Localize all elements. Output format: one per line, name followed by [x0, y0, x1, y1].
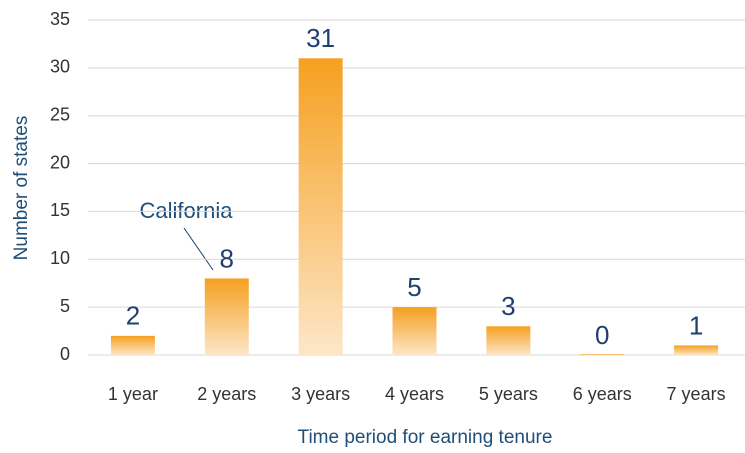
x-tick-label: 7 years	[667, 384, 726, 404]
x-axis-label: Time period for earning tenure	[298, 427, 553, 448]
y-tick-label: 25	[50, 104, 70, 124]
y-tick-label: 15	[50, 200, 70, 220]
annotation-leader	[183, 227, 214, 271]
data-label: 1	[689, 310, 703, 340]
x-tick-label: 4 years	[385, 384, 444, 404]
data-label: 31	[306, 23, 335, 53]
data-label: 8	[220, 243, 234, 273]
x-tick-label: 2 years	[197, 384, 256, 404]
x-tick-label: 3 years	[291, 384, 350, 404]
y-tick-label: 5	[60, 296, 70, 316]
bar	[110, 335, 155, 355]
x-tick-label: 6 years	[573, 384, 632, 404]
bar	[486, 326, 531, 355]
data-label: 0	[595, 320, 609, 350]
bar	[392, 307, 437, 355]
data-label: 5	[407, 272, 421, 302]
x-tick-label: 1 year	[108, 384, 158, 404]
x-tick-label: 5 years	[479, 384, 538, 404]
annotation: California	[140, 198, 234, 223]
bar	[298, 58, 343, 356]
y-tick-label: 35	[50, 9, 70, 29]
data-label: 2	[126, 301, 140, 331]
bar	[204, 278, 249, 355]
y-axis-label: Number of states	[11, 116, 32, 261]
bar	[580, 354, 625, 355]
y-tick-label: 30	[50, 57, 70, 77]
data-label: 3	[501, 291, 515, 321]
bar	[674, 345, 719, 355]
y-tick-label: 0	[60, 344, 70, 364]
y-tick-label: 10	[50, 248, 70, 268]
y-tick-label: 20	[50, 152, 70, 172]
